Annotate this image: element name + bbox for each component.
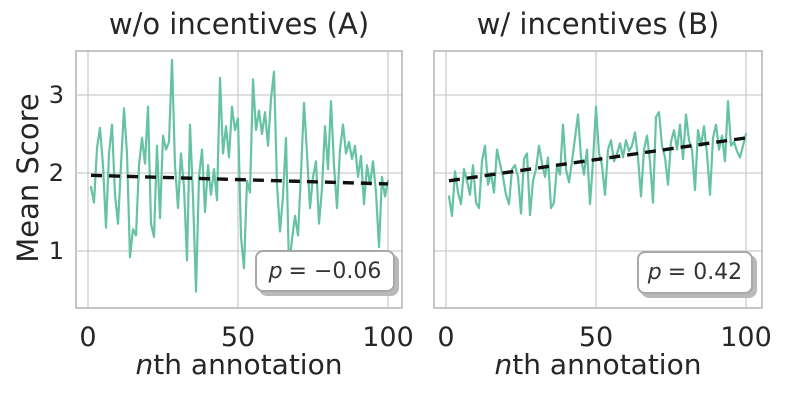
pvalue-text: = −0.06 xyxy=(288,258,382,284)
x-tick-label: 100 xyxy=(362,322,414,353)
pvalue-var: p xyxy=(647,260,662,285)
xlabel-rest: th annotation xyxy=(512,348,702,381)
pvalue-text: = 0.42 xyxy=(667,260,743,285)
x-tick-label: 0 xyxy=(437,322,455,353)
x-tick-label: 50 xyxy=(578,322,614,353)
axes-spines xyxy=(75,50,403,309)
xlabel-italic-n: n xyxy=(135,348,154,381)
pvalue-var: p xyxy=(268,258,283,284)
plot-a-pvalue-box: p = −0.06 xyxy=(255,250,395,292)
plot-b-title: w/ incentives (B) xyxy=(476,7,720,41)
trend-line xyxy=(90,173,389,186)
y-tick-label: 1 xyxy=(48,237,64,265)
data-series-line xyxy=(447,100,748,217)
xlabel-rest: th annotation xyxy=(153,348,343,381)
x-tick-label: 0 xyxy=(79,322,97,353)
data-series-line xyxy=(89,58,390,293)
plot-a-x-axis-label: nth annotation xyxy=(76,349,402,381)
y-tick-label: 3 xyxy=(48,81,64,109)
x-tick-label: 100 xyxy=(720,322,772,353)
plot-b-pvalue-box: p = 0.42 xyxy=(637,251,753,294)
plot-b-x-axis-label: nth annotation xyxy=(434,349,762,381)
xlabel-italic-n: n xyxy=(494,348,513,381)
plot-a-title: w/o incentives (A) xyxy=(108,7,370,41)
axes-spines xyxy=(433,50,763,309)
x-tick-label: 50 xyxy=(220,322,256,353)
trend-line xyxy=(448,136,747,183)
y-axis-label: Mean Score xyxy=(11,93,45,263)
y-tick-label: 2 xyxy=(48,159,64,187)
